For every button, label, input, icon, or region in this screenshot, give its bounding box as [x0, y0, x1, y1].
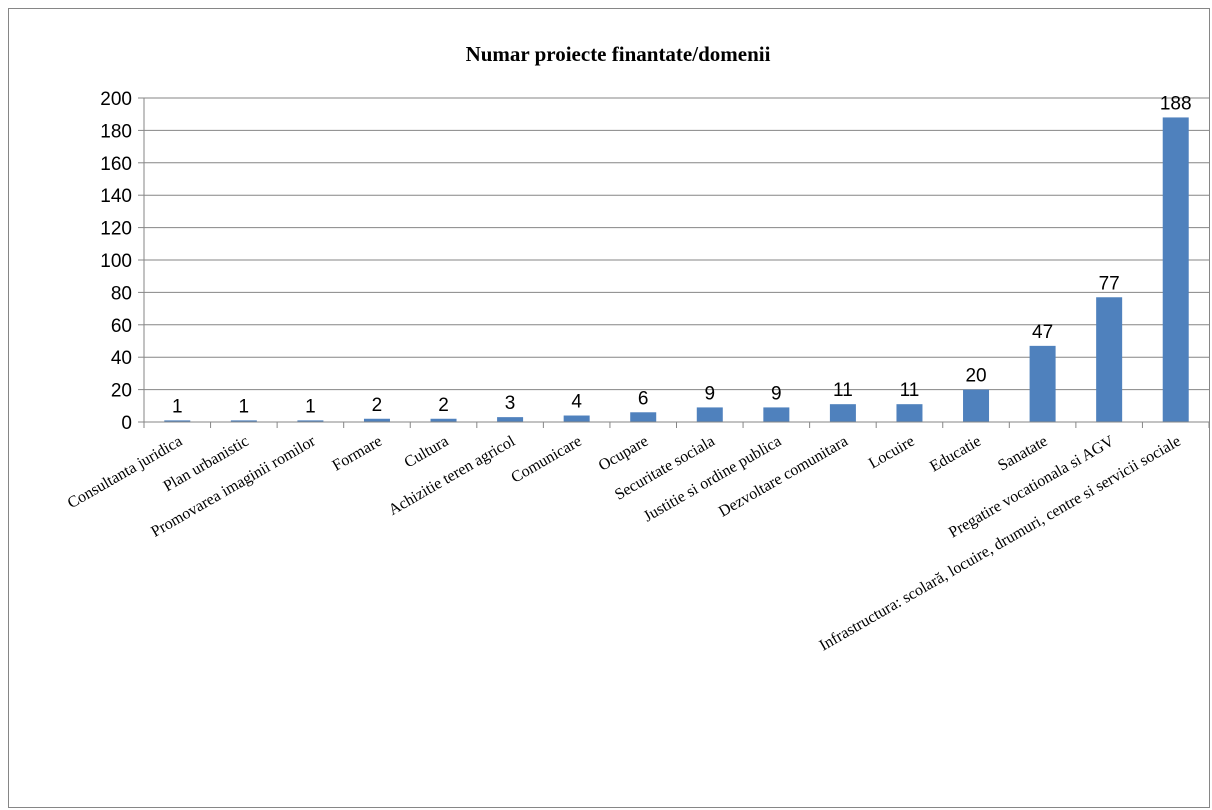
bar — [430, 418, 457, 422]
bar — [1162, 117, 1189, 422]
x-category-label: Sanatate — [995, 433, 1050, 475]
y-tick-label: 160 — [100, 154, 132, 175]
bar — [630, 412, 657, 422]
data-label: 20 — [965, 366, 986, 387]
y-tick-label: 140 — [100, 186, 132, 207]
chart-title: Numar proiecte finantate/domenii — [466, 42, 771, 66]
bar-chart: Numar proiecte finantate/domenii 0204060… — [65, 42, 1210, 654]
data-label: 47 — [1032, 322, 1053, 343]
bar — [1029, 345, 1056, 422]
axes — [138, 97, 1210, 428]
bar — [963, 389, 990, 422]
bars — [164, 117, 1189, 422]
y-tick-label: 120 — [100, 219, 132, 240]
data-label: 11 — [900, 380, 920, 401]
bar — [230, 420, 257, 422]
x-category-label: Ocupare — [596, 433, 651, 475]
data-label: 4 — [571, 392, 582, 413]
gridlines — [144, 97, 1209, 391]
data-label: 9 — [704, 383, 715, 404]
data-label: 2 — [438, 395, 449, 416]
data-label: 188 — [1160, 93, 1192, 114]
y-tick-label: 200 — [100, 89, 132, 110]
y-tick-label: 100 — [100, 251, 132, 272]
data-label: 6 — [638, 388, 649, 409]
data-label: 1 — [305, 396, 316, 417]
bar — [896, 404, 923, 422]
y-axis-tick-labels: 0 20 40 60 80 100 120 140 160 180 200 — [100, 89, 132, 434]
data-label: 3 — [505, 393, 516, 414]
data-label: 1 — [239, 396, 250, 417]
y-tick-label: 60 — [111, 316, 132, 337]
bar — [763, 407, 790, 422]
x-category-label: Comunicare — [508, 433, 584, 487]
chart-area: Numar proiecte finantate/domenii 0 20 40 60… — [8, 8, 1210, 808]
bar — [696, 407, 723, 422]
data-label: 1 — [172, 396, 183, 417]
x-category-label: Locuire — [866, 433, 918, 473]
y-tick-label: 80 — [111, 283, 132, 304]
x-category-label: Consultanta juridica — [65, 433, 185, 512]
x-category-label: Formare — [330, 433, 385, 475]
y-tick-label: 0 — [121, 413, 132, 434]
x-category-label: Educatie — [927, 433, 984, 476]
bar — [497, 417, 524, 422]
data-label: 2 — [372, 395, 383, 416]
data-label: 11 — [833, 380, 853, 401]
y-tick-label: 20 — [111, 381, 132, 402]
bar — [1096, 297, 1123, 422]
y-tick-label: 40 — [111, 348, 132, 369]
bar — [164, 420, 191, 422]
data-label: 77 — [1099, 273, 1120, 294]
bar — [563, 415, 590, 422]
x-category-label: Achizitie teren agricol — [386, 432, 519, 519]
bar — [363, 418, 390, 422]
data-label: 9 — [771, 383, 782, 404]
y-tick-label: 180 — [100, 121, 132, 142]
bar — [829, 404, 856, 422]
bar — [297, 420, 324, 422]
x-category-label: Cultura — [401, 433, 451, 472]
